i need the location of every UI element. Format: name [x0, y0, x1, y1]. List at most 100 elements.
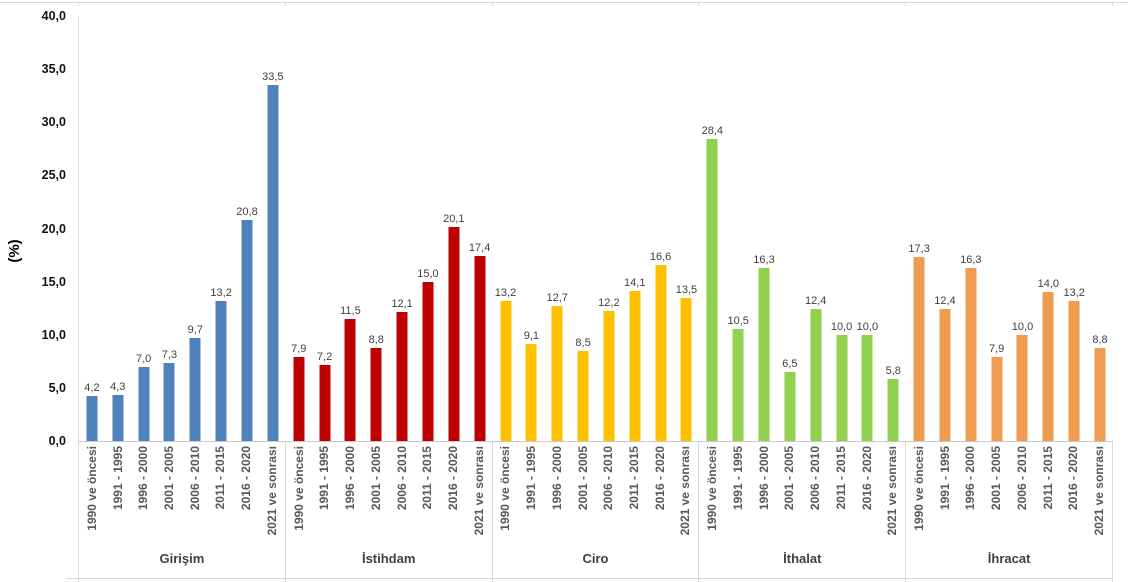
bar-slot: 6,5 [777, 16, 803, 441]
group-boundary-tick-bottom [905, 578, 907, 582]
bar: 33,5 [262, 71, 284, 441]
y-tick-label: 20,0 [41, 221, 66, 236]
bar-slot: 12,1 [389, 16, 415, 441]
category-label-cell: 1996 - 2000 [337, 442, 363, 538]
bar-value-label: 10,5 [727, 315, 749, 328]
bar-group: 13,2 9,1 12,7 8,5 12,2 14,1 16,6 13,5 [493, 16, 700, 441]
category-label-cell: 2021 ve sonrası [259, 442, 285, 538]
group-label: İthalat [699, 538, 907, 578]
category-label: 1991 - 1995 [110, 446, 125, 511]
category-label-cell: 2006 - 2010 [1009, 442, 1035, 538]
chart-top-border [0, 2, 1128, 3]
bar-slot: 9,1 [518, 16, 544, 441]
bar-slot: 10,5 [725, 16, 751, 441]
category-label: 2001 - 2005 [989, 446, 1004, 511]
category-label-cell: 1991 - 1995 [312, 442, 338, 538]
bar: 16,3 [960, 254, 982, 441]
bar-slot: 7,2 [312, 16, 338, 441]
bar-value-label: 20,8 [236, 206, 258, 218]
category-label: 2016 - 2020 [1066, 446, 1081, 511]
category-label: 1990 ve öncesi [291, 446, 306, 531]
bar-slot: 20,1 [441, 16, 467, 441]
bar-value-label: 15,0 [417, 267, 439, 280]
axis-bottom-border [66, 578, 1112, 579]
category-label: 2021 ve sonrası [885, 446, 900, 536]
category-label-cell: 2001 - 2005 [983, 442, 1009, 538]
bar-group: 17,3 12,4 16,3 7,9 10,0 14,0 13,2 8,8 [906, 16, 1113, 441]
bar-slot: 13,2 [493, 16, 519, 441]
bar-value-label: 17,3 [908, 243, 930, 256]
category-label: 2001 - 2005 [575, 446, 590, 511]
group-boundary-tick-top [78, 2, 79, 6]
bar: 7,0 [136, 353, 151, 441]
bar: 10,0 [1012, 321, 1033, 441]
bar-value-label: 9,7 [187, 323, 203, 336]
bar-value-label: 16,3 [753, 253, 775, 266]
group-boundary-tick-top [1112, 2, 1113, 6]
bar: 4,3 [110, 381, 125, 441]
bar: 6,5 [782, 358, 797, 441]
bar-value-label: 5,8 [885, 365, 901, 378]
category-label-cell: 1996 - 2000 [544, 442, 570, 538]
bar-slot: 8,5 [570, 16, 596, 441]
category-label-group: 1990 ve öncesi 1991 - 1995 1996 - 2000 2001… [906, 442, 1113, 538]
category-label: 2001 - 2005 [782, 446, 797, 511]
category-label-cell: 1990 ve öncesi [79, 442, 105, 538]
bar: 13,5 [676, 284, 697, 441]
bar: 17,3 [908, 243, 930, 441]
bar-slot: 7,9 [984, 16, 1010, 441]
category-label-group: 1990 ve öncesi 1991 - 1995 1996 - 2000 2001… [699, 442, 907, 538]
bar: 7,3 [162, 349, 177, 441]
bar-value-label: 13,2 [210, 286, 232, 299]
y-tick-label: 35,0 [41, 62, 66, 77]
bar-value-label: 13,2 [1063, 286, 1085, 299]
bar: 20,1 [443, 213, 464, 441]
category-label-cell: 2016 - 2020 [233, 442, 259, 538]
bar-value-label: 13,5 [675, 283, 698, 296]
bar-value-label: 16,6 [649, 250, 672, 263]
category-label-cell: 1990 ve öncesi [493, 442, 519, 538]
category-label: 2006 - 2010 [601, 446, 616, 511]
bar-value-label: 12,7 [546, 292, 568, 305]
category-label: 2016 - 2020 [239, 446, 254, 511]
bar-value-label: 4,3 [110, 381, 126, 394]
category-label-cell: 1990 ve öncesi [699, 442, 725, 538]
bar-slot: 13,5 [674, 16, 700, 441]
bar: 8,8 [1092, 334, 1108, 441]
category-label-group: 1990 ve öncesi 1991 - 1995 1996 - 2000 2001… [493, 442, 700, 538]
bar: 14,0 [1038, 278, 1059, 441]
y-tick-label: 10,0 [41, 327, 66, 342]
bar: 11,5 [340, 305, 361, 441]
bar-value-label: 12,2 [598, 297, 620, 310]
bar-value-label: 7,9 [291, 343, 307, 356]
bar-slot: 20,8 [234, 16, 260, 441]
category-label: 1990 ve öncesi [498, 446, 513, 531]
bar: 9,7 [188, 324, 203, 441]
category-label-cell: 1996 - 2000 [958, 442, 984, 538]
category-label-cell: 2001 - 2005 [363, 442, 389, 538]
bar-slot: 4,3 [105, 16, 131, 441]
category-label: 1996 - 2000 [549, 446, 564, 511]
bar-value-label: 10,0 [856, 320, 879, 333]
bar-slot: 5,8 [880, 16, 906, 441]
category-axis: 1990 ve öncesi 1991 - 1995 1996 - 2000 2001… [78, 442, 1113, 538]
bar: 12,7 [546, 292, 568, 441]
bar-value-label: 7,2 [316, 350, 333, 363]
bar-slot: 9,7 [182, 16, 208, 441]
category-label: 2011 - 2015 [627, 446, 642, 510]
bar-value-label: 33,5 [262, 71, 284, 84]
y-tick-label: 25,0 [41, 168, 66, 183]
category-label: 2006 - 2010 [1014, 446, 1029, 511]
category-label-cell: 2006 - 2010 [389, 442, 415, 538]
category-label: 1990 ve öncesi [912, 446, 927, 531]
bar-slot: 4,2 [79, 16, 105, 441]
bar: 17,4 [469, 242, 490, 441]
group-boundary-tick-bottom [284, 578, 286, 582]
bar-slot: 12,7 [544, 16, 570, 441]
bar: 28,4 [702, 125, 723, 441]
bar: 8,8 [369, 334, 384, 441]
bar: 13,2 [210, 287, 232, 441]
category-label: 2021 ve sonrası [471, 446, 486, 536]
bar-slot: 8,8 [363, 16, 389, 441]
bar-slot: 11,5 [337, 16, 363, 441]
